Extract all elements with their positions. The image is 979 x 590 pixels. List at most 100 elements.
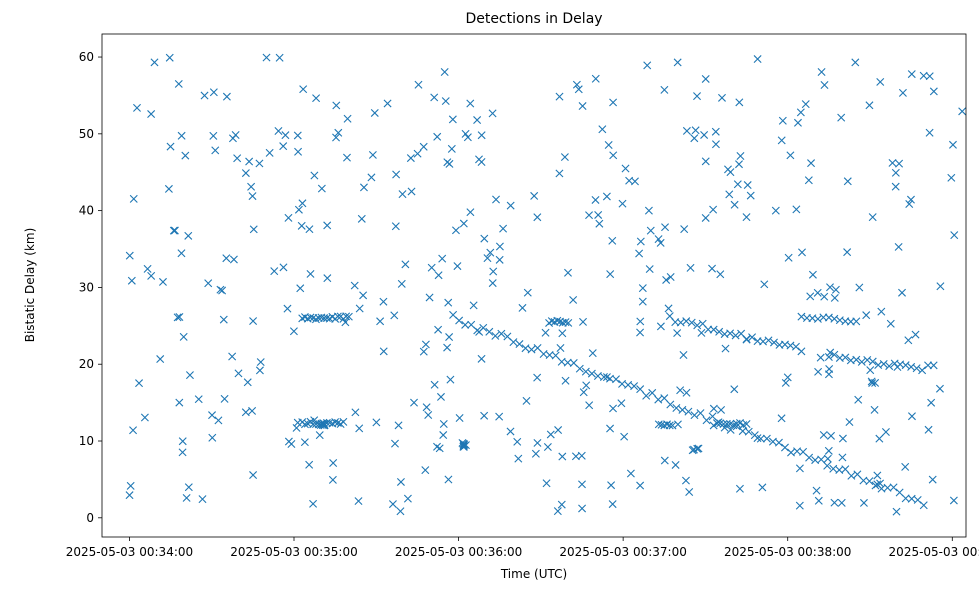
data-point (888, 158, 897, 167)
data-point (287, 439, 296, 448)
data-point (841, 353, 850, 362)
data-point (569, 295, 578, 304)
data-point (911, 330, 920, 339)
data-point (407, 187, 416, 196)
data-point (709, 205, 718, 214)
data-point (781, 378, 790, 387)
data-point (492, 195, 501, 204)
data-point (443, 343, 452, 352)
data-point (862, 311, 871, 320)
data-point (636, 317, 645, 326)
data-point (837, 498, 846, 507)
data-point (430, 380, 439, 389)
data-point (877, 307, 886, 316)
data-point (648, 388, 657, 397)
data-point (723, 165, 732, 174)
data-point (830, 293, 839, 302)
data-point (542, 479, 551, 488)
data-point (220, 394, 229, 403)
data-point (722, 419, 731, 428)
data-point (194, 395, 203, 404)
data-point (852, 355, 861, 364)
data-point (892, 507, 901, 516)
data-point (477, 131, 486, 140)
data-point (214, 416, 223, 425)
data-point (660, 456, 669, 465)
data-point (575, 364, 584, 373)
data-point (248, 406, 257, 415)
data-point (553, 316, 562, 325)
data-point (820, 81, 829, 90)
data-point (499, 224, 508, 233)
data-point (838, 434, 847, 443)
data-point (439, 431, 448, 440)
data-point (422, 403, 431, 412)
data-point (275, 53, 284, 62)
data-point (473, 116, 482, 125)
data-point (925, 128, 934, 137)
data-point (591, 74, 600, 83)
data-point (241, 408, 250, 417)
data-point (249, 471, 258, 480)
data-point (609, 151, 618, 160)
data-point (778, 116, 787, 125)
data-point (701, 157, 710, 166)
data-point (886, 319, 895, 328)
data-point (636, 385, 645, 394)
data-point (344, 312, 353, 321)
data-point (147, 110, 156, 119)
data-point (820, 292, 829, 301)
data-point (333, 312, 342, 321)
data-point (174, 79, 183, 88)
data-point (289, 327, 298, 336)
data-point (477, 158, 486, 166)
data-point (473, 326, 482, 335)
data-point (581, 367, 590, 376)
data-point (958, 107, 967, 116)
data-point (430, 93, 439, 102)
data-point (709, 404, 718, 413)
data-point (506, 201, 515, 210)
data-point (643, 61, 652, 70)
data-point (907, 494, 916, 503)
data-point (925, 72, 934, 81)
data-point (702, 416, 711, 425)
data-point (682, 388, 691, 397)
data-point (701, 213, 710, 222)
data-point (824, 353, 833, 362)
data-point (312, 94, 321, 103)
data-point (905, 200, 914, 208)
data-point (309, 499, 318, 508)
data-point (680, 225, 689, 234)
data-point (127, 276, 136, 285)
points-layer (125, 53, 967, 516)
data-point (218, 286, 227, 295)
data-point (928, 475, 937, 484)
data-point (760, 280, 769, 289)
data-point (440, 67, 449, 76)
data-point (718, 93, 726, 102)
data-point (879, 359, 888, 368)
data-point (907, 70, 916, 79)
data-point (495, 242, 504, 251)
data-point (551, 351, 560, 360)
data-point (370, 108, 379, 117)
data-point (813, 314, 822, 323)
data-point (546, 430, 555, 439)
data-point (901, 462, 910, 471)
data-point (357, 214, 366, 223)
data-point (367, 173, 376, 182)
data-point (595, 219, 604, 228)
data-point (284, 213, 293, 222)
data-point (318, 421, 327, 430)
data-point (636, 481, 645, 490)
data-point (733, 180, 742, 189)
data-point (354, 497, 363, 506)
data-point (895, 159, 904, 168)
data-point (298, 199, 307, 208)
data-point (919, 501, 928, 510)
data-point (638, 297, 647, 306)
data-point (383, 99, 392, 108)
data-point (816, 353, 825, 362)
data-point (795, 501, 804, 510)
